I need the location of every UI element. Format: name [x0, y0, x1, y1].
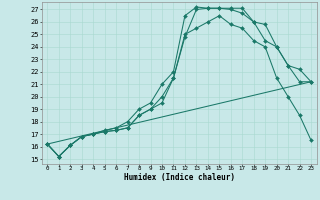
X-axis label: Humidex (Indice chaleur): Humidex (Indice chaleur)	[124, 173, 235, 182]
